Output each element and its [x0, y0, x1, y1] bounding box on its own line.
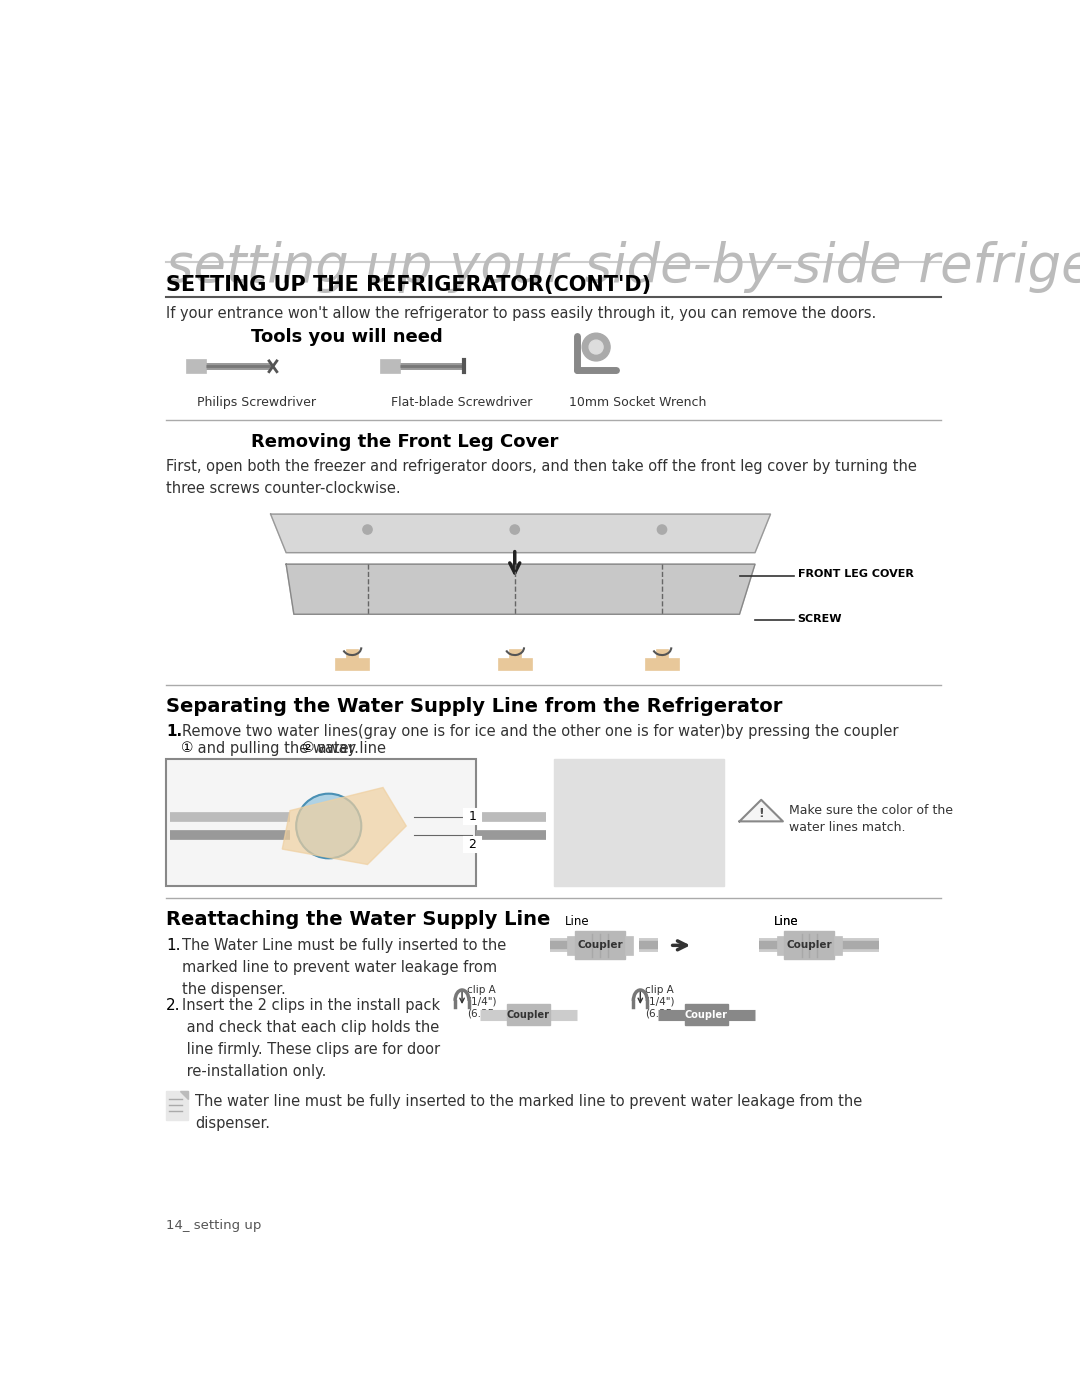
Polygon shape	[282, 788, 406, 865]
Polygon shape	[740, 800, 783, 821]
Text: Reattaching the Water Supply Line: Reattaching the Water Supply Line	[166, 909, 551, 929]
Circle shape	[510, 525, 519, 534]
Text: First, open both the freezer and refrigerator doors, and then take off the front: First, open both the freezer and refrige…	[166, 458, 917, 496]
Circle shape	[658, 525, 666, 534]
Bar	[498, 658, 531, 671]
Text: Insert the 2 clips in the install pack
 and check that each clip holds the
 line: Insert the 2 clips in the install pack a…	[181, 997, 440, 1080]
Text: Removing the Front Leg Cover: Removing the Front Leg Cover	[252, 433, 558, 451]
Text: away.: away.	[313, 742, 360, 756]
Text: Make sure the color of the
water lines match.: Make sure the color of the water lines m…	[789, 805, 954, 834]
Bar	[509, 648, 521, 658]
Bar	[777, 936, 784, 954]
Text: ①: ①	[181, 742, 194, 756]
Text: If your entrance won't allow the refrigerator to pass easily through it, you can: If your entrance won't allow the refrige…	[166, 306, 876, 321]
Text: Coupler: Coupler	[507, 1010, 550, 1020]
Text: Flat-blade Screwdriver: Flat-blade Screwdriver	[391, 395, 532, 408]
Bar	[567, 936, 576, 954]
Bar	[166, 759, 476, 886]
Circle shape	[363, 525, 373, 534]
Text: 2.: 2.	[166, 997, 180, 1013]
Text: 1: 1	[469, 810, 476, 823]
Circle shape	[582, 334, 610, 360]
Text: Tools you will need: Tools you will need	[252, 328, 443, 346]
Text: Coupler: Coupler	[685, 1010, 728, 1020]
Polygon shape	[180, 1091, 188, 1098]
Bar	[346, 648, 359, 658]
Bar	[834, 936, 841, 954]
Polygon shape	[286, 564, 755, 615]
Bar	[625, 936, 633, 954]
Text: FRONT LEG COVER: FRONT LEG COVER	[798, 569, 914, 580]
Bar	[656, 648, 669, 658]
Bar	[554, 759, 724, 886]
Circle shape	[590, 339, 603, 353]
Text: 1.: 1.	[166, 937, 180, 953]
Bar	[507, 1004, 550, 1025]
Text: Remove two water lines(gray one is for ice and the other one is for water)by pre: Remove two water lines(gray one is for i…	[181, 724, 897, 739]
Text: Separating the Water Supply Line from the Refrigerator: Separating the Water Supply Line from th…	[166, 697, 782, 717]
Text: 2: 2	[469, 838, 476, 851]
Text: 1.: 1.	[166, 724, 183, 739]
Text: Line: Line	[565, 915, 589, 929]
Bar	[685, 1004, 728, 1025]
Text: 14_ setting up: 14_ setting up	[166, 1218, 261, 1232]
Text: Line: Line	[773, 915, 798, 929]
Polygon shape	[271, 514, 770, 553]
Bar	[166, 1091, 188, 1120]
Text: SCREW: SCREW	[798, 613, 842, 624]
Bar	[645, 658, 679, 671]
Circle shape	[296, 793, 362, 858]
Text: Coupler: Coupler	[577, 940, 623, 950]
Text: !: !	[758, 807, 764, 820]
Text: The Water Line must be fully inserted to the
marked line to prevent water leakag: The Water Line must be fully inserted to…	[181, 937, 505, 997]
Bar	[335, 658, 369, 671]
Text: ②: ②	[301, 742, 314, 756]
Text: The water line must be fully inserted to the marked line to prevent water leakag: The water line must be fully inserted to…	[195, 1094, 863, 1132]
Text: 10mm Socket Wrench: 10mm Socket Wrench	[569, 395, 706, 408]
Text: SETTING UP THE REFRIGERATOR(CONT'D): SETTING UP THE REFRIGERATOR(CONT'D)	[166, 275, 651, 295]
Text: Line: Line	[773, 915, 798, 929]
Text: and pulling the water line: and pulling the water line	[193, 742, 391, 756]
Text: Philips Screwdriver: Philips Screwdriver	[197, 395, 316, 408]
Text: Coupler: Coupler	[786, 940, 832, 950]
Text: setting up your side-by-side refrigerator: setting up your side-by-side refrigerato…	[166, 240, 1080, 293]
Text: clip A
(1/4")
(6.35mm): clip A (1/4") (6.35mm)	[467, 985, 518, 1018]
Bar	[463, 809, 481, 824]
Text: clip A
(1/4")
(6.35mm): clip A (1/4") (6.35mm)	[645, 985, 697, 1018]
Bar	[784, 932, 834, 960]
Bar	[380, 359, 400, 373]
Bar	[463, 837, 481, 852]
Bar	[186, 359, 206, 373]
Bar	[576, 932, 625, 960]
